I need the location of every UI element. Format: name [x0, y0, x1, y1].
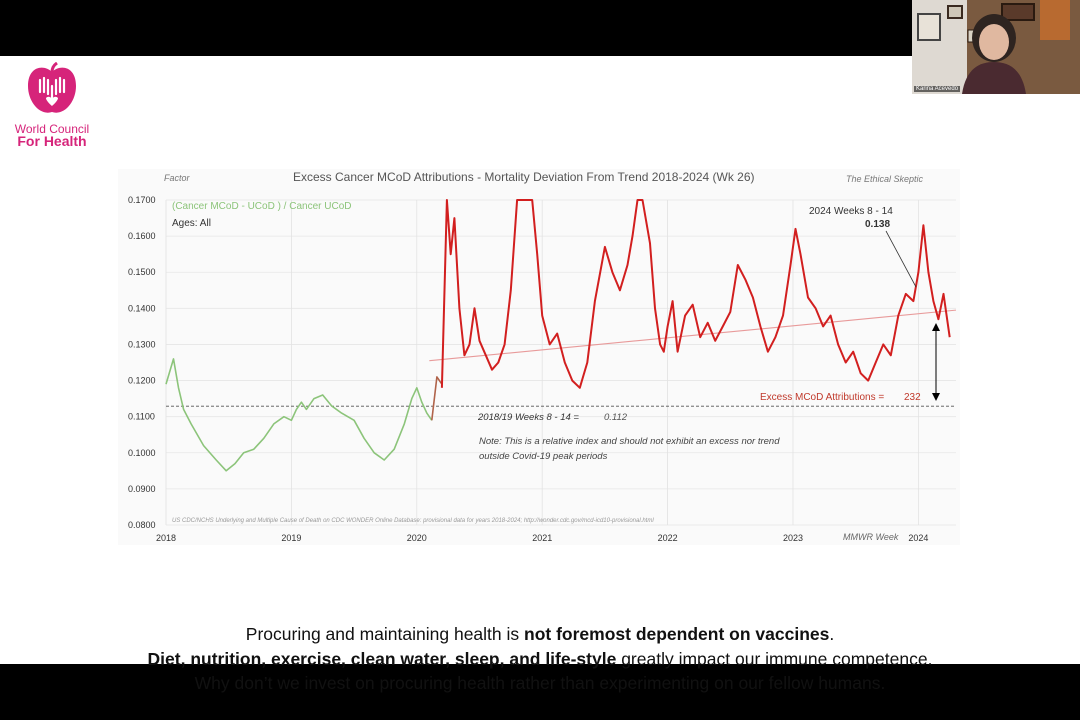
logo-line2: For Health: [17, 133, 87, 149]
y-tick-label: 0.1700: [128, 195, 156, 205]
note-line2: outside Covid-19 peak periods: [479, 451, 608, 462]
webcam-thumbnail[interactable]: Karina Acevedo: [912, 0, 1080, 94]
webcam-participant-name: Karina Acevedo: [914, 86, 961, 92]
caption-line3: Why don’t we invest on procuring health …: [194, 673, 886, 693]
y-tick-label: 0.1000: [128, 448, 156, 458]
caption-line2: Diet, nutrition, exercise, clean water, …: [147, 648, 933, 669]
watermark-label: The Ethical Skeptic: [846, 174, 924, 184]
excess-label: Excess MCoD Attributions =: [760, 392, 884, 403]
y-tick-label: 0.0800: [128, 520, 156, 530]
caption-line1: Procuring and maintaining health is not …: [245, 624, 835, 644]
gridlines: [165, 199, 956, 526]
x-tick-label: 2020: [407, 533, 427, 543]
note-line1: Note: This is a relative index and shoul…: [479, 436, 780, 447]
world-council-logo: World Council For Health: [12, 61, 92, 148]
baseline-label: 2018/19 Weeks 8 - 14 =: [477, 412, 579, 423]
logo-text: World Council For Health: [12, 123, 92, 148]
x-axis-label: MMWR Week: [843, 532, 899, 542]
peak-label: 2024 Weeks 8 - 14: [809, 206, 893, 217]
x-tick-label: 2018: [156, 533, 176, 543]
apple-hands-logo-icon: [28, 61, 76, 113]
chart-title: Excess Cancer MCoD Attributions - Mortal…: [293, 170, 755, 184]
x-tick-labels: 2018 2019 2020 2021 2022 2023 2024: [156, 533, 928, 543]
y-axis-label: Factor: [164, 173, 191, 183]
series-line-red: [440, 199, 951, 389]
legend-ages: Ages: All: [172, 218, 211, 229]
x-tick-label: 2023: [783, 533, 803, 543]
series-group: [165, 199, 951, 472]
peak-pointer-line: [885, 230, 917, 288]
y-tick-label: 0.1300: [128, 339, 156, 349]
x-tick-label: 2022: [658, 533, 678, 543]
x-tick-label: 2021: [532, 533, 552, 543]
chart-container: Excess Cancer MCoD Attributions - Mortal…: [118, 169, 960, 545]
trend-line-group: [429, 309, 957, 362]
y-tick-labels: 0.1700 0.1600 0.1500 0.1400 0.1300 0.1200 0.11…: [128, 195, 156, 530]
baseline-value: 0.112: [604, 412, 628, 423]
excess-value: 232: [904, 392, 921, 403]
excess-double-arrow: [932, 323, 940, 401]
logo-line1: World Council: [14, 122, 90, 136]
source-note: US CDC/NCHS Underlying and Multiple Caus…: [172, 518, 654, 524]
series-line-green: [165, 358, 433, 472]
caption: Procuring and maintaining health is not …: [0, 622, 1080, 696]
y-tick-label: 0.1500: [128, 267, 156, 277]
slide: World Council For Health Excess Cancer M…: [0, 56, 1080, 693]
peak-value: 0.138: [865, 219, 890, 230]
webcam-video: [912, 0, 1080, 94]
x-tick-label: 2019: [281, 533, 301, 543]
x-tick-label: 2024: [908, 533, 928, 543]
y-tick-label: 0.1400: [128, 303, 156, 313]
y-tick-label: 0.1200: [128, 376, 156, 386]
y-tick-label: 0.1100: [128, 412, 155, 422]
legend-formula: (Cancer MCoD - UCoD ) / Cancer UCoD: [172, 201, 351, 212]
trend-line: [429, 309, 957, 362]
series-line-brown: [431, 376, 443, 421]
excess-cancer-chart: Excess Cancer MCoD Attributions - Mortal…: [128, 170, 957, 543]
y-tick-label: 0.0900: [128, 484, 156, 494]
y-tick-label: 0.1600: [128, 231, 156, 241]
